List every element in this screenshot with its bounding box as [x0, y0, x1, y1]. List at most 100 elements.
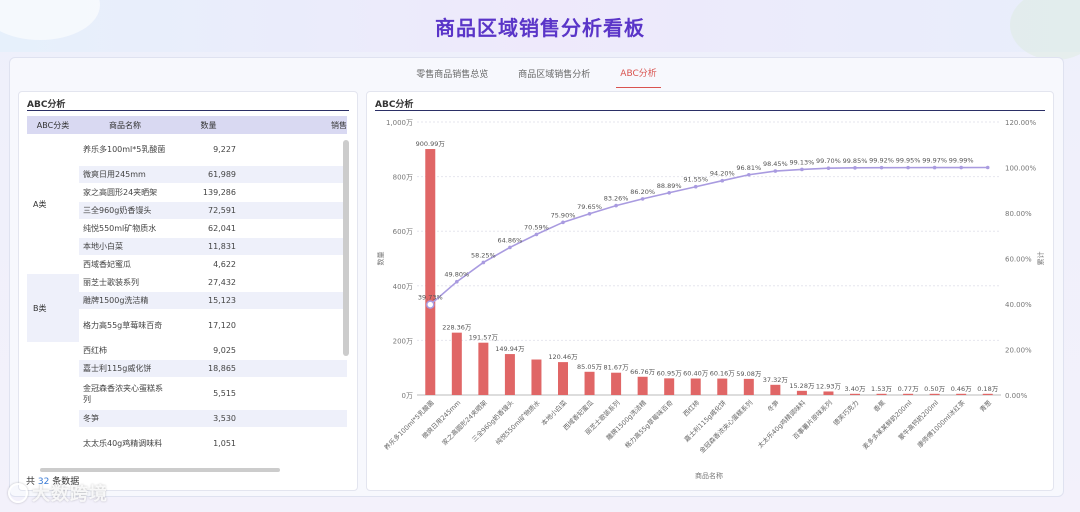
bar-value-label: 15.28万 — [789, 382, 815, 390]
table-row[interactable]: 西红柿 9,025 — [79, 342, 347, 360]
x-tick-label: 养乐多100ml*5乳酸菌 — [382, 398, 436, 452]
table-group: B类 丽芝士歌装系列 27,432 雕牌1500g洗洁精 15,123 格力高55g草莓味… — [27, 274, 347, 342]
y2-axis-title: 累计 — [1036, 252, 1045, 266]
quantity-cell: 18,865 — [208, 364, 236, 373]
table-row[interactable]: 丽芝士歌装系列 27,432 — [79, 274, 347, 292]
watermark-text: 大数跨境 — [32, 484, 108, 505]
line-value-label: 94.20% — [710, 170, 735, 178]
decor-blob — [1010, 0, 1080, 60]
table-row[interactable]: 金冠森香浓夹心蛋糕系列 5,515 — [79, 378, 347, 410]
sales-cell — [246, 238, 347, 255]
vertical-scrollbar[interactable] — [343, 140, 349, 356]
header-banner: 商品区域销售分析看板 — [0, 0, 1080, 60]
bar-value-label: 0.18万 — [977, 385, 998, 393]
table-panel: ABC分析 ABC分类 商品名称 数量 销售 A类 养乐多100ml*5乳酸菌 9,… — [18, 91, 358, 491]
table-row[interactable]: 嘉士利115g威化饼 18,865 — [79, 360, 347, 378]
chart-panel-title: ABC分析 — [375, 100, 414, 110]
x-tick-label: 青葱 — [978, 398, 994, 414]
table-row[interactable]: 养乐多100ml*5乳酸菌 9,227 — [79, 134, 347, 166]
bar — [929, 393, 940, 395]
quantity-cell: 15,123 — [208, 296, 236, 305]
bar-value-label: 0.50万 — [924, 385, 945, 393]
table-row[interactable]: 三全960g奶香馒头 72,591 — [79, 202, 347, 220]
bar-value-label: 0.46万 — [951, 385, 972, 393]
table-row[interactable]: 冬笋 3,530 — [79, 410, 347, 428]
y-tick-label: 1,000万 — [386, 119, 413, 127]
x-tick-label: 麦多多某某鲜奶200ml — [860, 398, 913, 451]
table-row[interactable]: 家之高圆形24夹晒架 139,286 — [79, 184, 347, 202]
table-row[interactable]: 太太乐40g鸡精调味料 1,051 — [79, 428, 347, 456]
sales-cell — [246, 360, 347, 377]
page-title: 商品区域销售分析看板 — [435, 15, 645, 40]
line-point — [985, 165, 990, 170]
abc-class-cell: A类 — [33, 199, 47, 209]
table-row[interactable]: 西域香妃蜜瓜 4,622 — [79, 256, 347, 274]
footer-suffix: 条数据 — [52, 477, 80, 487]
product-name-cell: 格力高55g草莓味百奇 — [83, 321, 163, 330]
x-axis-title: 商品名称 — [695, 471, 723, 480]
y-tick-label: 800万 — [393, 174, 413, 182]
y2-tick-label: 0.00% — [1005, 392, 1028, 400]
horizontal-scrollbar[interactable] — [40, 468, 280, 472]
table-row[interactable]: 格力高55g草莓味百奇 17,120 — [79, 310, 347, 342]
bar — [690, 378, 701, 395]
line-point — [534, 232, 539, 237]
quantity-cell: 1,051 — [213, 439, 236, 448]
tab-abc-analysis[interactable]: ABC分析 — [616, 58, 661, 88]
table-row[interactable]: 纯悦550ml矿物质水 62,041 — [79, 220, 347, 238]
quantity-cell: 9,025 — [213, 346, 236, 355]
bar — [717, 378, 728, 395]
col-header-qty[interactable]: 数量 — [200, 120, 217, 130]
quantity-cell: 17,120 — [208, 321, 236, 330]
tab-retail-overview[interactable]: 零售商品销售总览 — [416, 69, 489, 80]
line-point — [959, 165, 963, 170]
bar — [903, 393, 914, 395]
bar — [956, 393, 967, 395]
product-name-cell: 西红柿 — [83, 346, 107, 355]
quantity-cell: 61,989 — [208, 170, 236, 179]
table-row[interactable]: 微爽日用245mm 61,989 — [79, 166, 347, 184]
line-value-label: 70.59% — [524, 223, 549, 231]
cumulative-line — [429, 166, 988, 306]
sales-cell — [246, 410, 347, 427]
watermark: 大数跨境 — [8, 480, 108, 506]
line-point — [853, 166, 857, 170]
bar — [770, 384, 781, 395]
table-row[interactable]: 本地小白菜 11,831 — [79, 238, 347, 256]
line-point — [455, 279, 459, 284]
decor-blob — [0, 0, 100, 40]
line-value-label: 99.95% — [896, 157, 921, 165]
bar-value-label: 0.77万 — [898, 385, 919, 393]
footer-count: 32 — [37, 477, 50, 487]
line-value-label: 99.99% — [949, 157, 974, 165]
sales-cell — [246, 166, 347, 183]
tab-regional-sales[interactable]: 商品区域销售分析 — [518, 69, 591, 80]
abc-pareto-chart: 0万 200万 400万 600万 800万 1,000万 0.00% 20.00% 40.00… — [376, 119, 1045, 480]
bar-value-label: 120.46万 — [548, 353, 578, 361]
abc-class-cell — [27, 342, 79, 456]
bar-value-label: 191.57万 — [469, 334, 499, 342]
line-value-label: 64.86% — [498, 236, 523, 244]
x-tick-label: 金冠森香浓夹心蛋糕系列 — [697, 398, 754, 455]
line-value-label: 99.85% — [843, 157, 868, 165]
line-value-label: 99.13% — [790, 158, 815, 166]
sales-cell — [246, 202, 347, 219]
quantity-cell: 72,591 — [208, 206, 236, 215]
bar-value-label: 66.76万 — [630, 368, 656, 376]
quantity-cell: 3,530 — [213, 414, 236, 423]
col-header-sales[interactable]: 销售 — [331, 120, 347, 130]
line-point — [879, 165, 884, 170]
product-name-cell: 微爽日用245mm — [83, 170, 146, 179]
col-header-name[interactable]: 商品名称 — [109, 120, 141, 130]
line-value-label: 88.89% — [657, 182, 682, 190]
col-header-abc[interactable]: ABC分类 — [36, 120, 70, 130]
quantity-cell: 5,515 — [213, 389, 236, 398]
bar-value-label: 900.99万 — [416, 140, 446, 148]
bar-value-label: 59.08万 — [736, 370, 762, 378]
y-axis-title: 数量 — [376, 252, 385, 266]
line-point — [773, 169, 778, 173]
bar — [558, 362, 568, 395]
line-value-label: 58.25% — [471, 251, 496, 259]
table-row[interactable]: 雕牌1500g洗洁精 15,123 — [79, 292, 347, 310]
quantity-cell: 62,041 — [208, 224, 236, 233]
